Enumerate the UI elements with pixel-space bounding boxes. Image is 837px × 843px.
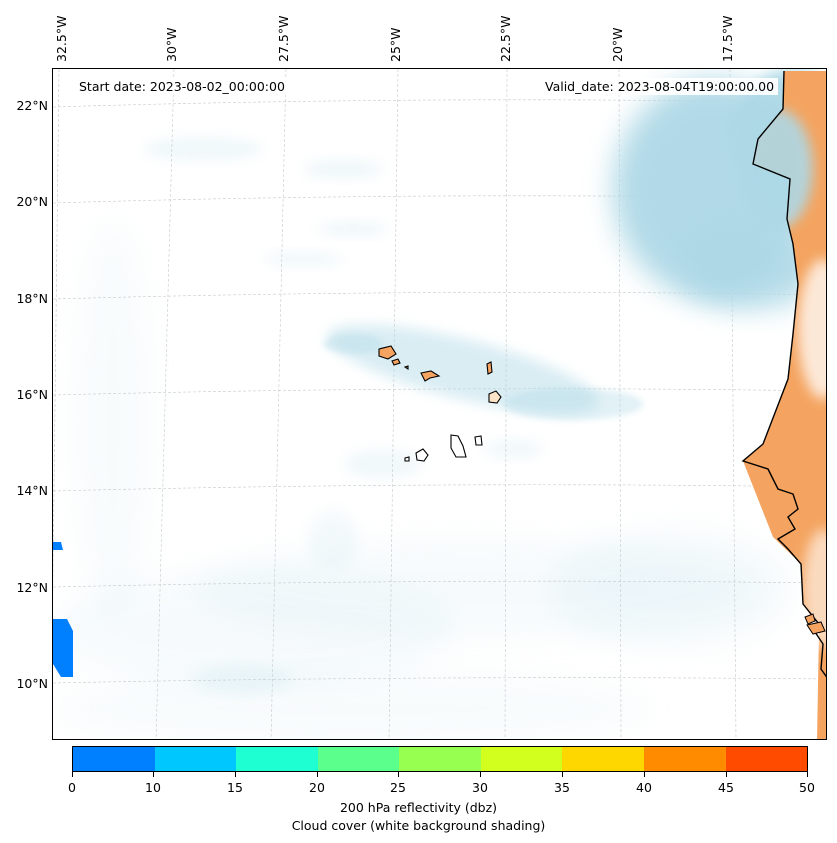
- colorbar-tick: [644, 772, 645, 777]
- colorbar-tick-label: 15: [227, 780, 243, 795]
- colorbar-tick: [726, 772, 727, 777]
- island-maio: [474, 435, 483, 446]
- island-sao-vicente: [391, 358, 401, 366]
- lat-label-22n: 22°N: [16, 98, 48, 113]
- island-sal: [486, 361, 493, 375]
- lon-label-30w: 30°W: [164, 27, 179, 62]
- colorbar-tick: [153, 772, 154, 777]
- lat-label-14n: 14°N: [16, 483, 48, 498]
- lat-label-12n: 12°N: [16, 580, 48, 595]
- colorbar-tick-label: 30: [472, 780, 488, 795]
- colorbar-segment-0-10: [73, 747, 155, 771]
- colorbar-segment-20-25: [317, 747, 400, 771]
- lat-label-20n: 20°N: [16, 194, 48, 209]
- lon-label-27-5w: 27.5°W: [276, 15, 291, 62]
- lon-label-22-5w: 22.5°W: [498, 15, 513, 62]
- colorbar-tick-label: 20: [309, 780, 325, 795]
- colorbar-tick: [235, 772, 236, 777]
- colorbar-tick: [317, 772, 318, 777]
- lat-label-10n: 10°N: [16, 676, 48, 691]
- island-boa-vista: [488, 390, 502, 404]
- colorbar-segment-25-30: [399, 747, 481, 771]
- colorbar-segment-10-15: [154, 747, 237, 771]
- colorbar-tick-label: 0: [68, 780, 76, 795]
- cape-verde-islands: [378, 345, 502, 462]
- colorbar-tick: [562, 772, 563, 777]
- cloud-over-coast: [743, 109, 813, 229]
- colorbar-tick-label: 45: [718, 780, 734, 795]
- island-sao-nicolau: [420, 370, 441, 382]
- colorbar-subtitle: Cloud cover (white background shading): [291, 818, 546, 833]
- colorbar-tick: [398, 772, 399, 777]
- lon-label-25w: 25°W: [388, 27, 403, 62]
- lon-label-17-5w: 17.5°W: [720, 15, 735, 62]
- colorbar-segment-15-20: [236, 747, 318, 771]
- lon-label-20w: 20°W: [610, 27, 625, 62]
- cloud-band-cape-verde: [323, 324, 643, 420]
- colorbar-segment-40-45: [643, 747, 726, 771]
- colorbar-tick-label: 10: [145, 780, 161, 795]
- colorbar-segment-45-50: [725, 747, 808, 771]
- colorbar-tick: [72, 772, 73, 777]
- bissagos-islands: [804, 613, 826, 635]
- cloud-cover-faint: [53, 137, 793, 739]
- start-date-label: Start date: 2023-08-02_00:00:00: [75, 78, 289, 95]
- island-brava: [404, 456, 410, 462]
- colorbar-tick: [807, 772, 808, 777]
- colorbar-title: 200 hPa reflectivity (dbz): [339, 800, 498, 815]
- map-area: [52, 68, 827, 740]
- valid-date-label: Valid_date: 2023-08-04T19:00:00.00: [541, 78, 779, 95]
- colorbar: [72, 746, 808, 772]
- colorbar-tick-label: 35: [554, 780, 570, 795]
- island-santo-antao: [378, 345, 397, 360]
- colorbar-tick-label: 50: [799, 780, 815, 795]
- colorbar-segment-35-40: [562, 747, 644, 771]
- colorbar-tick-label: 40: [636, 780, 652, 795]
- colorbar-segment-30-35: [480, 747, 563, 771]
- lat-label-16n: 16°N: [16, 387, 48, 402]
- lat-label-18n: 18°N: [16, 291, 48, 306]
- africa-land: [743, 71, 826, 739]
- colorbar-tick-label: 25: [390, 780, 406, 795]
- island-santa-luzia: [403, 365, 409, 371]
- lon-label-32-5w: 32.5°W: [54, 15, 69, 62]
- island-santiago: [450, 434, 467, 458]
- island-fogo: [415, 448, 429, 462]
- reflectivity-cells: [53, 542, 73, 677]
- colorbar-tick: [480, 772, 481, 777]
